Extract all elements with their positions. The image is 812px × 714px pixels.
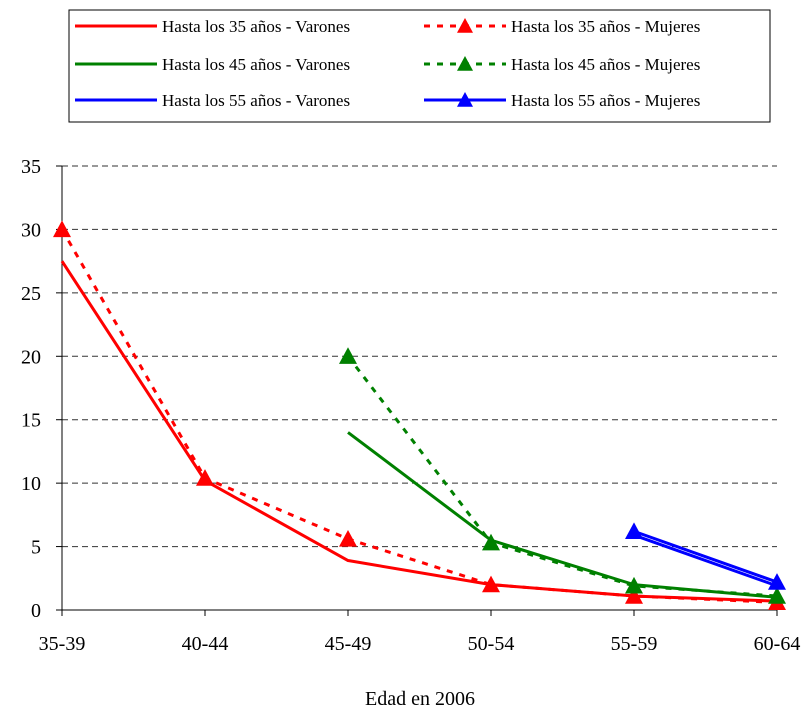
data-point-marker [196, 469, 214, 486]
series-line-4 [633, 533, 778, 588]
data-point-marker [625, 522, 643, 539]
data-point-marker [339, 529, 357, 547]
y-tick-label: 30 [21, 219, 41, 241]
series-line-0 [60, 260, 778, 603]
y-tick-label: 5 [31, 537, 41, 559]
x-tick-label: 35-39 [39, 633, 86, 655]
y-tick-label: 35 [21, 156, 41, 178]
y-tick-label: 0 [31, 600, 41, 622]
data-point-marker [482, 575, 500, 593]
x-tick-label: 40-44 [182, 633, 229, 655]
legend-label-5: Hasta los 55 años - Mujeres [511, 91, 700, 110]
legend-label-1: Hasta los 35 años - Mujeres [511, 17, 700, 36]
plot-area: 0 5 10 15 20 25 30 35 35-39 40-44 45-49 50-54 55-59 6… [21, 156, 800, 655]
y-tick-label: 25 [21, 283, 41, 305]
x-tick-label: 45-49 [325, 633, 372, 655]
series-line-5 [633, 529, 778, 584]
data-point-marker [53, 220, 71, 238]
data-point-marker [625, 587, 643, 604]
series-line-3 [346, 355, 778, 598]
legend-marker-3 [457, 56, 473, 71]
x-tick-label: 50-54 [468, 633, 515, 655]
series-line-1 [60, 228, 778, 604]
legend-label-3: Hasta los 45 años - Mujeres [511, 55, 700, 74]
legend-box [68, 9, 771, 123]
legend-label-0: Hasta los 35 años - Varones [162, 17, 350, 36]
data-point-marker [482, 533, 500, 551]
legend-label-4: Hasta los 55 años - Varones [162, 91, 350, 110]
data-point-marker [339, 347, 357, 364]
y-tick-label: 20 [21, 346, 41, 368]
legend-marker-1 [457, 18, 473, 33]
legend-marker-5 [457, 92, 473, 107]
legend: Hasta los 35 años - Varones Hasta los 35 … [68, 9, 771, 123]
x-axis-title: Edad en 2006 [365, 688, 475, 710]
data-point-marker [625, 576, 643, 594]
y-tick-label: 15 [21, 410, 41, 432]
x-tick-label: 60-64 [754, 633, 801, 655]
data-point-marker [768, 573, 786, 590]
x-tick-label: 55-59 [611, 633, 658, 655]
data-point-marker [768, 587, 786, 604]
legend-label-2: Hasta los 45 años - Varones [162, 55, 350, 74]
y-tick-label: 10 [21, 473, 41, 495]
